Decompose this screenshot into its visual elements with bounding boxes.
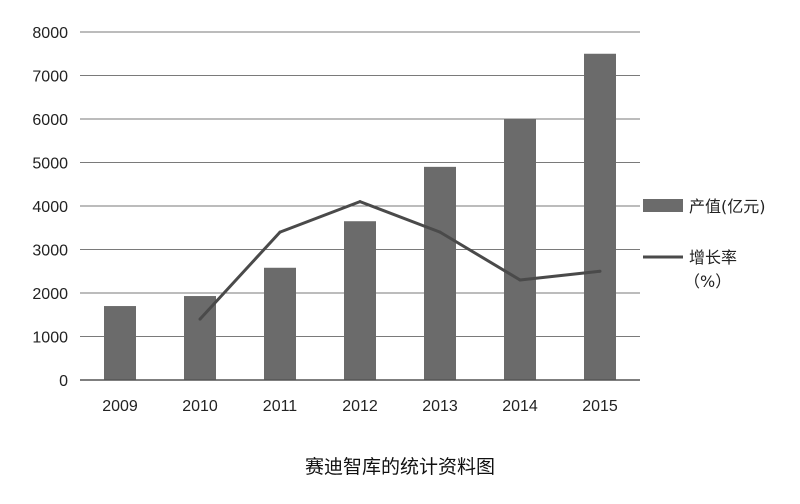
y-axis-ticks: 0 1000 2000 3000 4000 5000 6000 7000 8000 <box>32 25 68 390</box>
bar <box>264 267 296 380</box>
legend: 产值(亿元) 增长率 （%） <box>643 197 766 291</box>
y-tick-label: 0 <box>59 373 68 390</box>
bar <box>584 53 616 380</box>
line-point <box>518 278 522 282</box>
x-axis-ticks: 2009 2010 2011 2012 2013 2014 2015 <box>102 398 618 415</box>
y-tick-label: 1000 <box>32 330 68 347</box>
bar <box>424 166 456 380</box>
figure-caption: 赛迪智库的统计资料图 <box>304 456 495 478</box>
line-path <box>198 200 601 321</box>
bar <box>504 119 536 380</box>
line-point <box>358 200 362 204</box>
legend-label-line: 增长率 <box>689 248 737 267</box>
line-point <box>598 269 602 273</box>
y-tick-label: 2000 <box>32 286 68 303</box>
x-tick-label: 2011 <box>263 398 298 415</box>
y-tick-label: 3000 <box>32 243 68 260</box>
bar <box>344 221 376 380</box>
legend-swatch-bar <box>643 199 683 212</box>
line-point <box>198 317 202 321</box>
y-tick-label: 6000 <box>32 112 68 129</box>
x-tick-label: 2014 <box>502 398 538 415</box>
bar-series <box>104 53 616 380</box>
line-point <box>278 230 282 234</box>
y-tick-label: 4000 <box>32 199 68 216</box>
x-tick-label: 2013 <box>422 398 458 415</box>
bar <box>184 296 216 380</box>
line-series <box>198 200 602 321</box>
x-tick-label: 2015 <box>582 398 618 415</box>
y-tick-label: 8000 <box>32 25 68 42</box>
y-tick-label: 5000 <box>32 156 68 173</box>
x-tick-label: 2010 <box>182 398 218 415</box>
x-tick-label: 2012 <box>342 398 378 415</box>
x-tick-label: 2009 <box>102 398 138 415</box>
bar <box>104 306 136 380</box>
y-tick-label: 7000 <box>32 69 68 86</box>
legend-label-line-unit: （%） <box>684 272 731 291</box>
line-point <box>438 230 442 234</box>
legend-label-bar: 产值(亿元) <box>689 197 766 216</box>
